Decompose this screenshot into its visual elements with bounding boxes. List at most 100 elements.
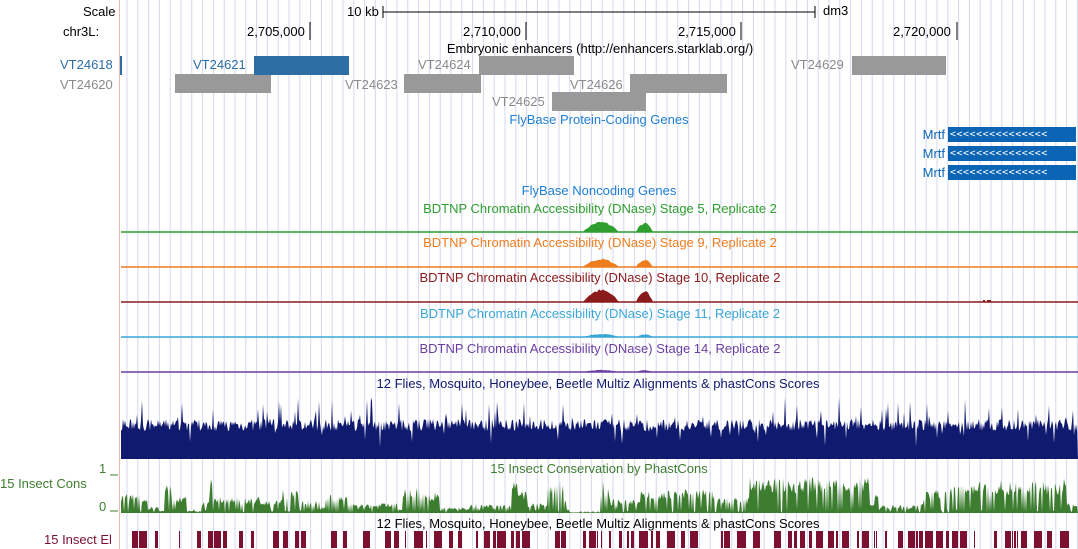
dnase-peak [636, 370, 653, 372]
conserved-element [656, 531, 660, 548]
enhancer-feature[interactable] [479, 56, 574, 75]
conserved-element [1005, 531, 1011, 548]
conserved-element [794, 531, 797, 548]
dnase-peak [636, 260, 653, 267]
noncoding-genes-track-title[interactable]: FlyBase Noncoding Genes [521, 183, 677, 198]
conserved-element [484, 531, 490, 548]
multiz-signal[interactable] [121, 391, 1078, 459]
conserved-element [476, 531, 478, 548]
dnase-stage5-signal[interactable] [121, 216, 1078, 234]
enhancer-feature[interactable] [552, 92, 646, 111]
dnase-peak [983, 300, 985, 302]
enhancer-label[interactable]: VT24621 [193, 57, 246, 72]
dnase-stage9-signal[interactable] [121, 251, 1078, 269]
conserved-element [1017, 531, 1018, 548]
enhancer-label[interactable]: VT24620 [60, 77, 113, 92]
enhancers-track-title[interactable]: Embryonic enhancers (http://enhancers.st… [446, 41, 754, 56]
insect-el-left-label[interactable]: 15 Insect El [44, 532, 112, 547]
conserved-element [497, 531, 506, 548]
conserved-element [426, 531, 427, 548]
enhancer-label[interactable]: VT24626 [570, 77, 623, 92]
conserved-element [898, 531, 903, 548]
conserved-element [925, 531, 933, 548]
dnase-stage10-signal[interactable] [121, 286, 1078, 304]
enhancer-label[interactable]: VT24624 [418, 57, 471, 72]
coding-genes-track-title[interactable]: FlyBase Protein-Coding Genes [509, 112, 689, 127]
enhancer-feature[interactable] [120, 56, 122, 75]
conserved-element [1034, 531, 1042, 548]
conserved-element [516, 531, 520, 548]
conserved-element [667, 531, 675, 548]
gene-label[interactable]: Mrtf [922, 165, 945, 180]
conserved-element [589, 531, 596, 548]
scale-label: Scale [83, 4, 116, 19]
enhancer-feature[interactable] [630, 74, 727, 93]
insect-cons-signal[interactable] [121, 475, 1078, 513]
enhancer-feature[interactable] [852, 56, 946, 75]
dnase-stage14-signal[interactable] [121, 356, 1078, 374]
conserved-element [619, 531, 622, 548]
gene-feature[interactable]: <<<<<<<<<<<<<<< [948, 146, 1076, 161]
scale-bar-text: 10 kb [347, 4, 379, 19]
conserved-element [583, 531, 586, 548]
dnase-stage14-title[interactable]: BDTNP Chromatin Accessibility (DNase) St… [419, 341, 781, 356]
conserved-element [561, 531, 566, 548]
insect-cons-axis-ticks [110, 474, 118, 512]
conserved-element [283, 531, 288, 548]
insect-cons-axis-max: 1 [99, 461, 107, 476]
dnase-peak [583, 289, 619, 302]
conserved-element [651, 531, 653, 548]
conserved-element [919, 531, 923, 548]
conserved-element [908, 531, 915, 548]
insect-cons-histogram [121, 477, 1078, 513]
conserved-element [816, 531, 823, 548]
scale-bar [382, 6, 816, 18]
conserved-element [273, 531, 279, 548]
conserved-element [874, 531, 875, 548]
conserved-element [363, 531, 370, 548]
conserved-element [214, 531, 221, 548]
dnase-peak [636, 334, 653, 337]
insect-el-signal[interactable] [121, 531, 1078, 548]
gene-feature[interactable]: <<<<<<<<<<<<<<< [948, 165, 1076, 180]
enhancer-feature[interactable] [254, 56, 349, 75]
label-pane-border [119, 0, 120, 549]
chrom-label: chr3L: [63, 24, 100, 39]
ruler-ticks [309, 22, 958, 40]
enhancer-label[interactable]: VT24625 [492, 94, 545, 109]
dnase-stage5-title[interactable]: BDTNP Chromatin Accessibility (DNase) St… [423, 201, 777, 216]
enhancer-feature[interactable] [404, 74, 481, 93]
conserved-element [522, 531, 530, 548]
enhancer-label[interactable]: VT24629 [791, 57, 844, 72]
conserved-element [197, 531, 201, 548]
dnase-stage9-title[interactable]: BDTNP Chromatin Accessibility (DNase) St… [423, 235, 777, 250]
enhancer-label[interactable]: VT24618 [60, 57, 113, 72]
conserved-element [960, 531, 967, 548]
insect-cons-track-title[interactable]: 15 Insect Conservation by PhastCons [490, 461, 708, 476]
dnase-stage10-title[interactable]: BDTNP Chromatin Accessibility (DNase) St… [419, 270, 781, 285]
conserved-element [690, 531, 698, 548]
conserved-element [295, 531, 299, 548]
gene-label[interactable]: Mrtf [922, 146, 945, 161]
insect-cons-left-label[interactable]: 15 Insect Cons [0, 476, 87, 491]
conserved-element [842, 531, 849, 548]
multiz-track-title[interactable]: 12 Flies, Mosquito, Honeybee, Beetle Mul… [376, 376, 820, 391]
conserved-element [788, 531, 792, 548]
insect-el-track-title[interactable]: 12 Flies, Mosquito, Honeybee, Beetle Mul… [376, 516, 820, 531]
conserved-element [223, 531, 227, 548]
ruler-tick-label: 2,720,000 [893, 24, 951, 39]
conserved-element [876, 531, 877, 548]
conserved-element [1012, 531, 1013, 548]
conserved-element [179, 531, 180, 548]
enhancer-feature[interactable] [175, 74, 271, 93]
dnase-stage11-title[interactable]: BDTNP Chromatin Accessibility (DNase) St… [419, 306, 781, 321]
conserved-element [809, 531, 812, 548]
gene-feature[interactable]: <<<<<<<<<<<<<<< [948, 127, 1076, 142]
gene-label[interactable]: Mrtf [922, 127, 945, 142]
enhancer-label[interactable]: VT24623 [345, 77, 398, 92]
conserved-element [862, 531, 869, 548]
conserved-element [639, 531, 648, 548]
conserved-element [631, 531, 634, 548]
dnase-stage11-signal[interactable] [121, 321, 1078, 339]
